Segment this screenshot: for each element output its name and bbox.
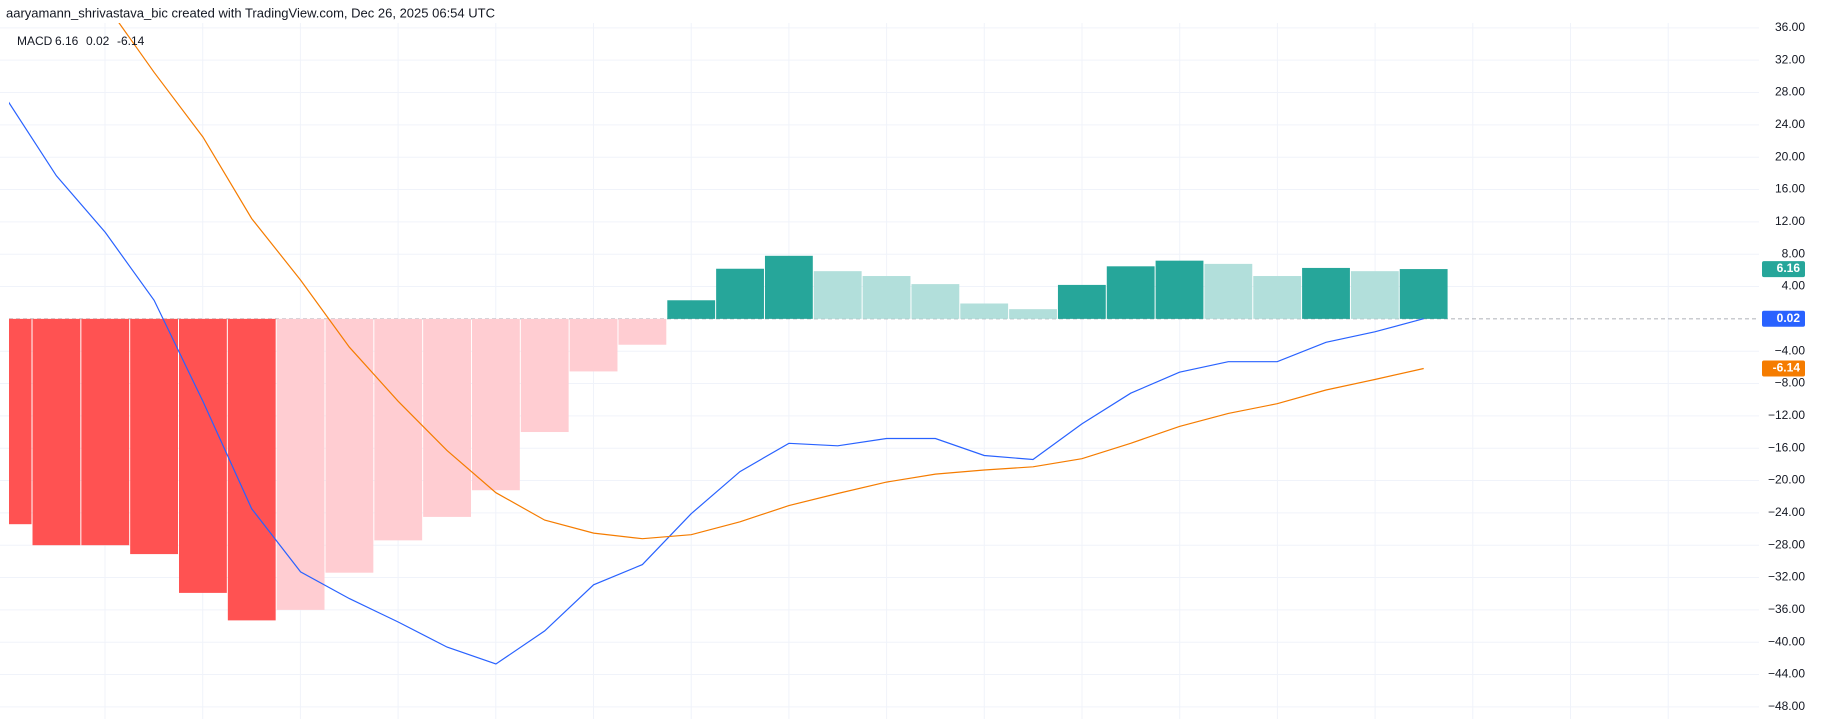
histogram-bar <box>325 318 374 573</box>
y-tick-label: −44.00 <box>1768 667 1805 681</box>
price-label: 0.02 <box>1777 311 1801 325</box>
histogram-bar <box>960 303 1009 319</box>
histogram-bar <box>130 318 179 555</box>
y-tick-label: 36.00 <box>1775 20 1805 34</box>
price-label-box <box>1762 360 1805 377</box>
histogram-bar <box>276 318 325 610</box>
y-tick-label: −8.00 <box>1775 376 1806 390</box>
histogram-bar <box>227 318 276 621</box>
y-tick-label: −40.00 <box>1768 634 1805 648</box>
legend-label: MACD <box>17 34 53 48</box>
histogram-bar <box>716 268 764 319</box>
histogram-bar <box>9 318 32 525</box>
y-tick-label: −32.00 <box>1768 570 1805 584</box>
histogram-bar <box>81 318 130 546</box>
histogram-bar <box>1204 263 1253 319</box>
y-tick-label: 16.00 <box>1775 182 1805 196</box>
plot-area <box>9 23 1448 665</box>
histogram-bar <box>618 318 667 345</box>
histogram-bar <box>764 255 813 319</box>
legend: MACD 6.16 0.02 -6.14 <box>17 34 145 48</box>
y-tick-label: 32.00 <box>1775 52 1805 66</box>
histogram-bar <box>520 318 569 433</box>
histogram-bar <box>1350 271 1399 319</box>
histogram-bar <box>1155 260 1204 319</box>
y-tick-label: 20.00 <box>1775 149 1805 163</box>
y-tick-label: −48.00 <box>1768 699 1805 713</box>
y-tick-label: −24.00 <box>1768 505 1805 519</box>
header: aaryamann_shrivastava_bic created with T… <box>6 5 495 20</box>
y-tick-label: −28.00 <box>1768 537 1805 551</box>
y-tick-label: 8.00 <box>1782 246 1806 260</box>
legend-value: -6.14 <box>117 34 145 48</box>
line <box>9 101 1424 665</box>
histogram-bar <box>1009 309 1057 319</box>
histogram-bar <box>1057 284 1106 319</box>
price-axis: 36.00 32.00 28.00 24.00 20.00 16.00 12.00 8.00 4… <box>1762 20 1805 713</box>
legend-value: 6.16 <box>55 34 79 48</box>
y-tick-label: −12.00 <box>1768 408 1805 422</box>
histogram-bar <box>179 318 227 593</box>
histogram-bar <box>471 318 520 491</box>
histogram-bar <box>1302 267 1350 319</box>
histogram-bar <box>1253 276 1302 319</box>
histogram-bar <box>423 318 471 517</box>
histogram-bar <box>862 276 911 319</box>
y-tick-label: 12.00 <box>1775 214 1805 228</box>
histogram-bar <box>667 300 716 319</box>
y-tick-label: 24.00 <box>1775 117 1805 131</box>
line <box>118 23 1424 540</box>
y-tick-label: 4.00 <box>1782 279 1806 293</box>
histogram-bar <box>569 318 618 372</box>
price-label-box <box>1762 310 1805 327</box>
histogram-bar <box>1399 269 1448 319</box>
y-tick-label: 28.00 <box>1775 85 1805 99</box>
histogram-bar <box>32 318 81 546</box>
grid <box>0 23 1759 719</box>
price-label: -6.14 <box>1773 361 1801 375</box>
histogram-bar <box>813 271 862 319</box>
legend-value: 0.02 <box>86 34 110 48</box>
price-label: 6.16 <box>1777 261 1801 275</box>
histogram-bar <box>911 284 960 319</box>
y-tick-label: −20.00 <box>1768 473 1805 487</box>
histogram-bar <box>374 318 423 541</box>
y-tick-label: −36.00 <box>1768 602 1805 616</box>
histogram-bar <box>1106 266 1155 319</box>
y-tick-label: −16.00 <box>1768 440 1805 454</box>
price-label-box <box>1762 261 1805 278</box>
y-tick-label: −4.00 <box>1775 343 1806 357</box>
